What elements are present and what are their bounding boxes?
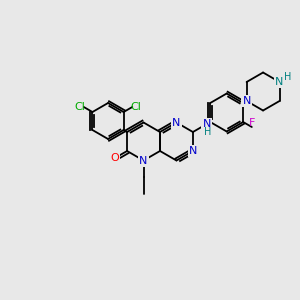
Text: N: N bbox=[172, 118, 181, 128]
Text: Cl: Cl bbox=[74, 102, 85, 112]
Text: N: N bbox=[140, 155, 148, 166]
Text: O: O bbox=[111, 153, 119, 163]
Text: N: N bbox=[189, 146, 197, 156]
Text: N: N bbox=[275, 77, 284, 87]
Text: N: N bbox=[242, 96, 251, 106]
Text: H: H bbox=[284, 72, 292, 82]
Text: H: H bbox=[204, 127, 212, 137]
Text: F: F bbox=[249, 118, 255, 128]
Text: Cl: Cl bbox=[131, 102, 142, 112]
Text: N: N bbox=[202, 119, 211, 129]
